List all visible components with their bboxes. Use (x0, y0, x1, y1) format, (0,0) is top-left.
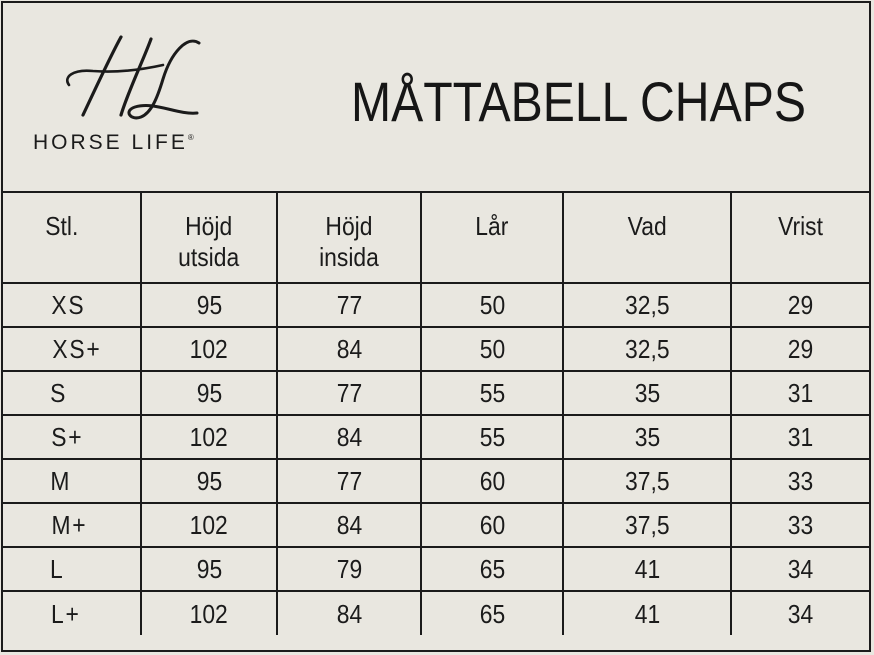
cell-height-outside: 95 (140, 458, 278, 504)
header-calf: Vad (562, 191, 732, 284)
cell-size: M+ (3, 502, 142, 548)
brand-name: HORSE LIFE® (33, 131, 194, 154)
table-row: M 95 77 60 37,5 33 (3, 458, 869, 504)
cell-ankle: 31 (730, 370, 869, 416)
cell-thigh: 65 (420, 590, 564, 635)
hl-monogram-icon (66, 35, 201, 120)
cell-calf: 41 (562, 590, 732, 635)
page-title: MÅTTABELL CHAPS (351, 70, 806, 133)
cell-height-inside: 84 (276, 502, 422, 548)
cell-thigh: 55 (420, 370, 564, 416)
cell-height-inside: 84 (276, 590, 422, 635)
cell-calf: 37,5 (562, 458, 732, 504)
cell-size: S+ (3, 414, 142, 460)
cell-height-outside: 95 (140, 370, 278, 416)
cell-ankle: 33 (730, 458, 869, 504)
table-row: XS 95 77 50 32,5 29 (3, 282, 869, 328)
cell-calf: 41 (562, 546, 732, 592)
table-row: XS+ 102 84 50 32,5 29 (3, 326, 869, 372)
cell-ankle: 34 (730, 590, 869, 635)
table-row: S+ 102 84 55 35 31 (3, 414, 869, 460)
size-table: Stl. Höjd utsida Höjd insida Lår Vad Vrist… (3, 191, 869, 635)
cell-height-inside: 77 (276, 282, 422, 328)
table-header-row: Stl. Höjd utsida Höjd insida Lår Vad Vrist (3, 191, 869, 284)
cell-height-inside: 79 (276, 546, 422, 592)
cell-size: XS (3, 282, 142, 328)
cell-height-outside: 102 (140, 326, 278, 372)
header-size: Stl. (3, 191, 142, 284)
cell-calf: 35 (562, 414, 732, 460)
cell-height-inside: 77 (276, 370, 422, 416)
header-height-outside: Höjd utsida (140, 191, 278, 284)
cell-height-outside: 95 (140, 546, 278, 592)
cell-thigh: 50 (420, 326, 564, 372)
cell-ankle: 29 (730, 282, 869, 328)
cell-thigh: 60 (420, 502, 564, 548)
cell-size: XS+ (3, 326, 142, 372)
cell-ankle: 31 (730, 414, 869, 460)
cell-calf: 37,5 (562, 502, 732, 548)
table-row: L 95 79 65 41 34 (3, 546, 869, 592)
cell-calf: 32,5 (562, 282, 732, 328)
cell-ankle: 33 (730, 502, 869, 548)
cell-size: S (3, 370, 142, 416)
cell-calf: 35 (562, 370, 732, 416)
cell-height-inside: 77 (276, 458, 422, 504)
cell-height-inside: 84 (276, 414, 422, 460)
cell-calf: 32,5 (562, 326, 732, 372)
cell-thigh: 50 (420, 282, 564, 328)
header-ankle: Vrist (730, 191, 869, 284)
cell-ankle: 34 (730, 546, 869, 592)
table-row: M+ 102 84 60 37,5 33 (3, 502, 869, 548)
header-thigh: Lår (420, 191, 564, 284)
cell-ankle: 29 (730, 326, 869, 372)
horse-life-logo: HORSE LIFE® (31, 33, 231, 158)
header: HORSE LIFE® MÅTTABELL CHAPS (3, 3, 869, 193)
cell-thigh: 60 (420, 458, 564, 504)
cell-size: L (3, 546, 142, 592)
cell-size: M (3, 458, 142, 504)
cell-height-outside: 95 (140, 282, 278, 328)
cell-height-outside: 102 (140, 414, 278, 460)
header-height-inside: Höjd insida (276, 191, 422, 284)
cell-height-inside: 84 (276, 326, 422, 372)
table-row: L+ 102 84 65 41 34 (3, 590, 869, 635)
table-row: S 95 77 55 35 31 (3, 370, 869, 416)
cell-thigh: 65 (420, 546, 564, 592)
cell-height-outside: 102 (140, 502, 278, 548)
cell-size: L+ (3, 590, 142, 635)
cell-height-outside: 102 (140, 590, 278, 635)
table-body: XS 95 77 50 32,5 29 XS+ 102 84 50 32,5 29 S 95 77 55 35 3… (3, 282, 869, 635)
cell-thigh: 55 (420, 414, 564, 460)
